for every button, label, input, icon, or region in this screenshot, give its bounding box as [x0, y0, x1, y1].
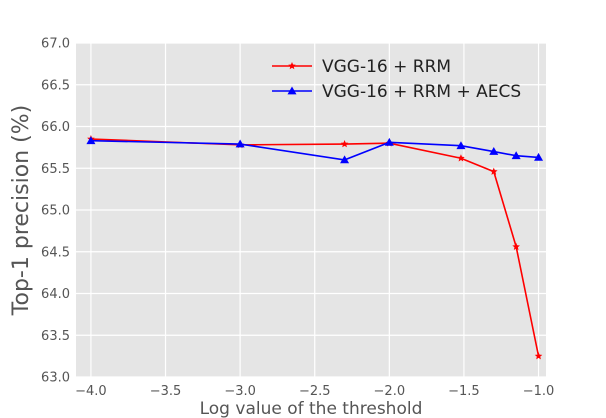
legend: VGG-16 + RRM VGG-16 + RRM + AECS: [272, 57, 521, 102]
data-point: [456, 141, 466, 150]
data-point: [512, 242, 520, 250]
y-tick-label: 64.0: [41, 287, 70, 302]
x-tick-label: −4.0: [75, 384, 107, 399]
series-layer: [86, 135, 544, 360]
y-tick-label: 66.5: [41, 78, 70, 93]
x-axis-ticks: −4.0 −3.5 −3.0 −2.5 −2.0 −1.5 −1.0: [75, 384, 554, 399]
series-line: [90, 138, 540, 357]
y-tick-label: 66.0: [41, 120, 70, 135]
data-point: [340, 140, 349, 148]
x-tick-label: −1.0: [523, 384, 555, 399]
series-2: [86, 136, 544, 164]
data-point: [489, 147, 499, 155]
data-point: [511, 151, 521, 160]
y-tick-label: 63.0: [41, 371, 70, 386]
y-tick-label: 63.5: [41, 329, 70, 344]
data-point: [86, 136, 96, 145]
y-axis-ticks: 63.0 63.5 64.0 64.5 65.0 65.5 66.0 66.5 67.0: [41, 37, 70, 386]
y-tick-label: 64.5: [41, 245, 70, 260]
x-axis-label: Log value of the threshold: [200, 399, 423, 418]
series-line: [90, 139, 539, 161]
data-point: [235, 139, 245, 148]
data-point: [489, 167, 498, 175]
y-axis-label: Top-1 precision (%): [9, 105, 34, 316]
y-tick-label: 65.5: [41, 162, 70, 177]
x-tick-label: −3.5: [150, 384, 182, 399]
grid: [76, 42, 546, 378]
data-point: [534, 352, 543, 360]
data-point: [384, 137, 394, 146]
data-point: [340, 155, 350, 164]
y-tick-label: 65.0: [41, 204, 70, 219]
legend-label: VGG-16 + RRM + AECS: [322, 82, 521, 102]
legend-item: VGG-16 + RRM + AECS: [272, 82, 521, 102]
x-tick-label: −3.0: [224, 384, 256, 399]
x-tick-label: −2.0: [374, 384, 406, 399]
legend-label: VGG-16 + RRM: [322, 57, 451, 77]
legend-marker: [288, 62, 296, 70]
legend-item: VGG-16 + RRM: [272, 57, 451, 77]
data-point: [534, 152, 544, 161]
x-tick-label: −1.5: [448, 384, 480, 399]
y-tick-label: 67.0: [41, 37, 70, 52]
legend-marker: [287, 86, 297, 95]
data-point: [457, 154, 465, 162]
x-tick-label: −2.5: [299, 384, 331, 399]
